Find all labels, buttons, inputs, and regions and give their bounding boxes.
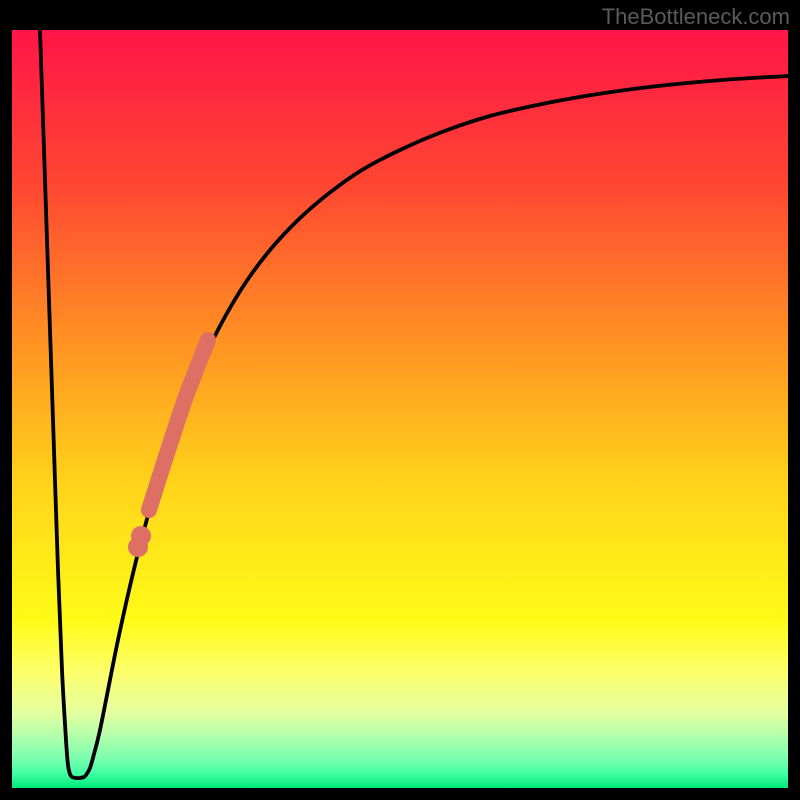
- gradient-background: [12, 30, 788, 788]
- watermark-text: TheBottleneck.com: [602, 4, 790, 30]
- highlight-dot: [128, 537, 148, 557]
- chart-svg: [12, 30, 788, 788]
- plot-area: [12, 30, 788, 788]
- chart-container: TheBottleneck.com: [0, 0, 800, 800]
